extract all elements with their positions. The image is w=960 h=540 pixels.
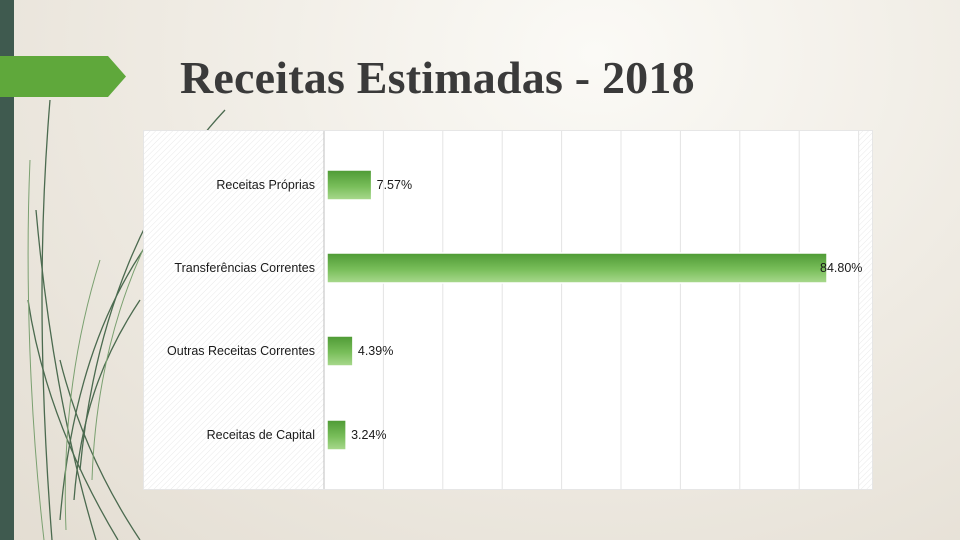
slide-title: Receitas Estimadas - 2018 (180, 52, 695, 103)
category-label: Receitas Próprias (216, 178, 315, 192)
bar (326, 169, 373, 201)
bar (326, 419, 347, 451)
category-label: Receitas de Capital (206, 428, 315, 442)
bar (326, 335, 354, 367)
value-label: 84.80% (820, 261, 863, 275)
left-accent-strip (0, 0, 14, 540)
plot-area (324, 131, 859, 489)
decorative-leaf-lines (27, 99, 226, 540)
title-accent-tab (0, 56, 126, 97)
value-label: 3.24% (351, 428, 387, 442)
bars (326, 169, 828, 451)
category-label: Transferências Correntes (174, 261, 315, 275)
value-label: 4.39% (357, 344, 394, 358)
bar-chart (144, 131, 872, 489)
value-label: 7.57% (376, 178, 413, 192)
chart-panel: Receitas Próprias Transferências Corrent… (143, 130, 873, 490)
category-label: Outras Receitas Correntes (167, 344, 315, 358)
bar (326, 252, 828, 284)
gridlines (382, 131, 860, 489)
